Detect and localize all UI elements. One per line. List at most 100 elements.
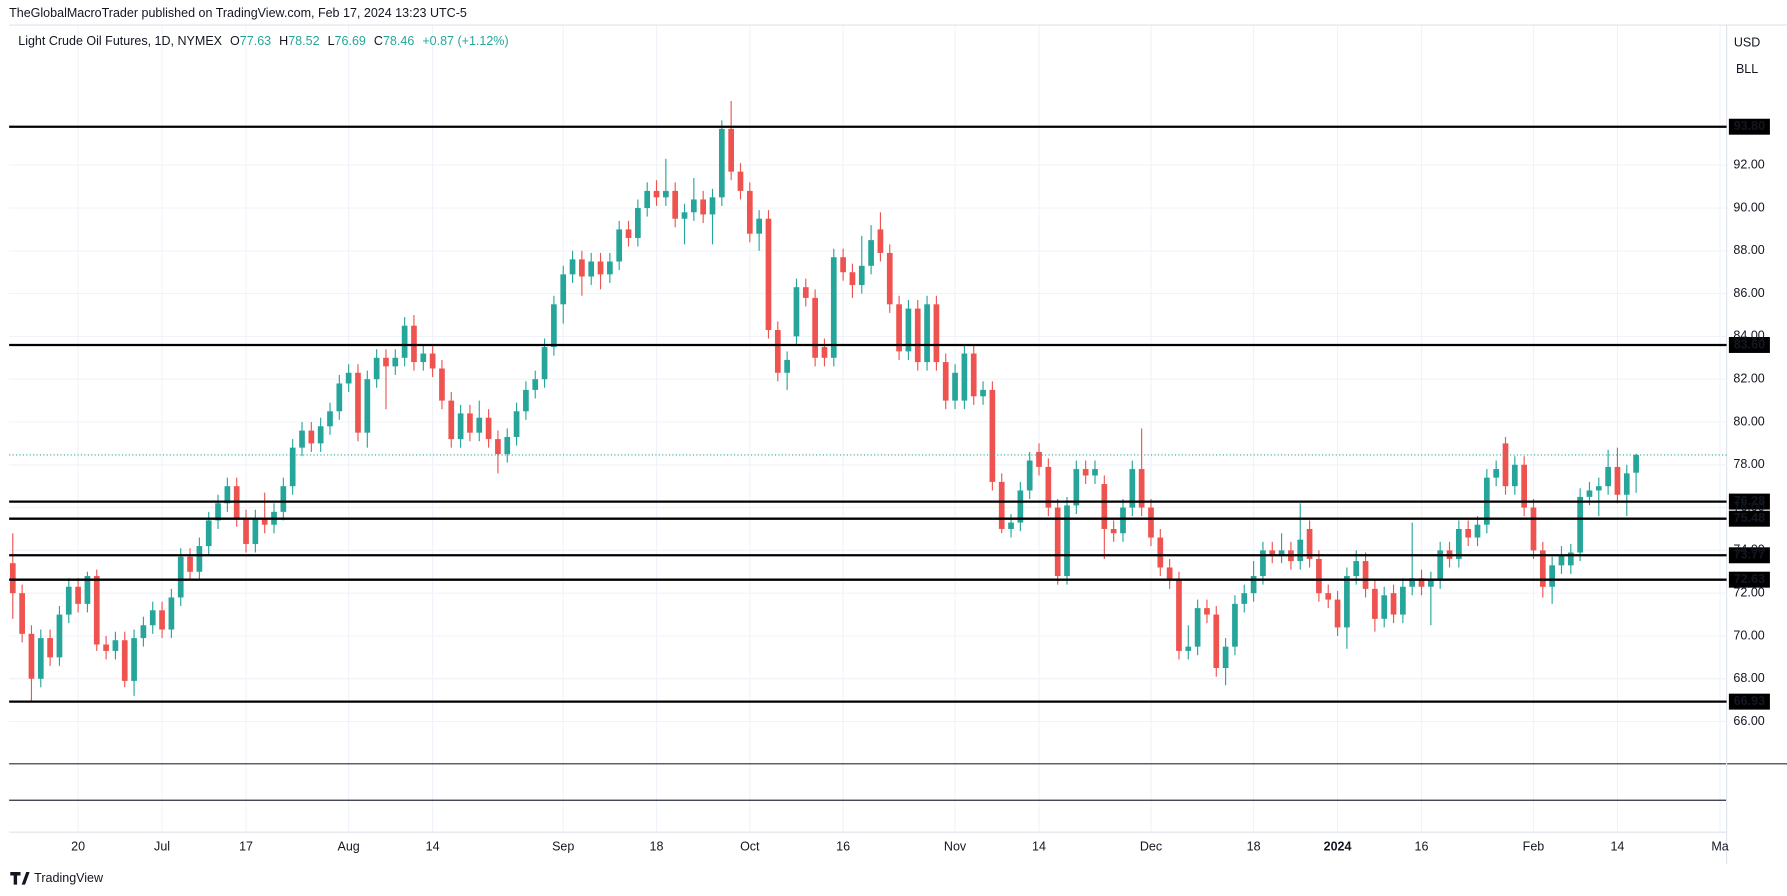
- candle-body: [905, 308, 912, 352]
- candle-body: [327, 411, 333, 427]
- candle-body: [625, 229, 632, 238]
- candle-body: [19, 593, 25, 634]
- y-tick-label: 84.00: [1733, 329, 1764, 343]
- candle-body: [439, 368, 445, 401]
- candle-body: [1474, 524, 1481, 538]
- candle-body: [1232, 603, 1238, 647]
- y-tick-label: 66.00: [1733, 714, 1764, 728]
- candle-body: [1325, 593, 1332, 600]
- candle-body: [774, 329, 781, 373]
- candle-body: [1530, 507, 1537, 551]
- candle-body: [840, 257, 846, 273]
- candle-body: [635, 208, 641, 238]
- candle-body: [579, 259, 585, 277]
- x-tick-label: Nov: [944, 839, 967, 853]
- candle-body: [1465, 528, 1472, 538]
- low-value: 76.69: [335, 34, 366, 48]
- candle-body: [1381, 595, 1388, 619]
- y-tick-label: 92.00: [1733, 158, 1764, 172]
- candle-body: [737, 171, 744, 191]
- candle-body: [159, 610, 165, 630]
- candle-body: [588, 261, 595, 277]
- x-tick-label: Ma: [1711, 839, 1728, 853]
- candle-body: [317, 426, 324, 444]
- candle-body: [1372, 588, 1378, 619]
- candle-body: [1558, 554, 1565, 566]
- candle-body: [1623, 473, 1630, 495]
- candle-body: [289, 447, 296, 487]
- candle-body: [224, 486, 231, 504]
- candle-body: [1008, 522, 1014, 529]
- candle-body: [1633, 454, 1639, 473]
- x-tick-label: 16: [836, 839, 850, 853]
- candle-body: [1521, 464, 1527, 508]
- candle-body: [1549, 565, 1555, 587]
- axes: 66.00 68.00 70.00 72.00 74.00 76.00 78.00 80.00…: [71, 158, 1765, 854]
- x-tick-label: 14: [426, 839, 440, 853]
- candle-body: [1101, 484, 1108, 529]
- candle-body: [644, 190, 651, 209]
- candle-body: [1138, 469, 1145, 508]
- close-label: C: [374, 34, 383, 48]
- candle-body: [75, 586, 81, 604]
- y-tick-label: 72.00: [1733, 585, 1764, 599]
- candle-body: [607, 261, 613, 275]
- open-label: O: [230, 34, 240, 48]
- candle-body: [1437, 550, 1444, 581]
- candle-body: [1511, 464, 1518, 487]
- level-label: 73.77: [1734, 548, 1765, 562]
- x-tick-label: 14: [1610, 839, 1624, 853]
- candle-body: [896, 304, 902, 352]
- candle-body: [495, 439, 501, 455]
- level-label: 93.80: [1734, 119, 1765, 133]
- candle-body: [280, 486, 287, 512]
- candle-body: [1260, 550, 1266, 577]
- candle-body: [914, 308, 921, 363]
- candle-body: [700, 199, 707, 215]
- candle-body: [1064, 505, 1070, 577]
- candle-body: [1605, 466, 1611, 487]
- candle-body: [1176, 580, 1182, 651]
- candle-body: [308, 430, 315, 444]
- level-tag: [1728, 693, 1770, 710]
- level-label: 75.48: [1734, 511, 1765, 525]
- candle-body: [261, 518, 268, 525]
- level-label: 72.63: [1734, 572, 1765, 586]
- low-label: L: [328, 34, 335, 48]
- candle-body: [1400, 586, 1406, 615]
- candle-body: [364, 379, 371, 433]
- candle-body: [1045, 466, 1052, 508]
- candle-body: [65, 586, 72, 615]
- level-tag: [1728, 118, 1770, 135]
- candle-body: [1306, 528, 1313, 559]
- candle-body: [802, 287, 809, 298]
- x-tick-label: Feb: [1523, 839, 1545, 853]
- publisher: TheGlobalMacroTrader published on Tradin…: [9, 6, 467, 20]
- close-value: 78.46: [383, 34, 414, 48]
- y-tick-label: 68.00: [1733, 671, 1764, 685]
- level-tag: [1728, 493, 1770, 510]
- y-tick-label: 78.00: [1733, 457, 1764, 471]
- candle-body: [84, 576, 91, 604]
- candle-body: [1213, 614, 1220, 669]
- candle-body: [970, 353, 977, 397]
- candle-body: [952, 372, 958, 401]
- candle-body: [1241, 593, 1248, 604]
- candle-body: [429, 353, 436, 369]
- y-tick-label: 74.00: [1733, 543, 1764, 557]
- candle-body: [541, 347, 548, 380]
- candle-body: [681, 212, 688, 219]
- unit: BLL: [1736, 62, 1758, 76]
- candle-body: [1017, 490, 1024, 523]
- x-tick-label: 17: [239, 839, 253, 853]
- x-tick-label: Jul: [154, 839, 170, 853]
- x-tick-label: 20: [71, 839, 85, 853]
- candle-body: [532, 379, 539, 390]
- candle-body: [1418, 578, 1425, 587]
- candle-body: [728, 128, 735, 172]
- candle-body: [709, 197, 716, 215]
- candle-body: [1036, 451, 1042, 467]
- x-tick-label: Oct: [740, 839, 760, 853]
- x-tick-label: 18: [1247, 839, 1261, 853]
